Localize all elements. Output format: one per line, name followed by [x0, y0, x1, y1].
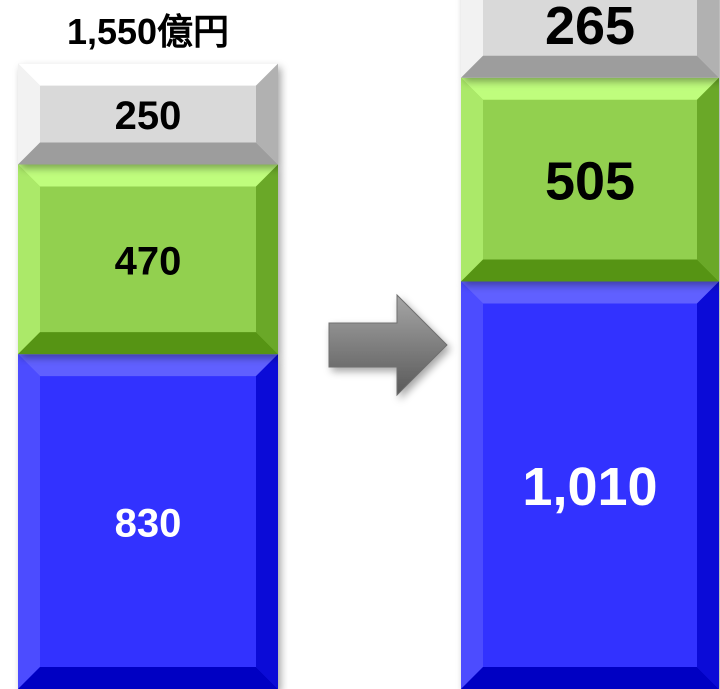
bar-segment-0-2 — [18, 63, 278, 165]
bar-total-label: 1,550億円 — [67, 11, 229, 52]
bar-segment-1-2 — [461, 0, 719, 78]
bar-segment-1-1 — [461, 77, 719, 282]
bar-value-label: 1,010 — [522, 457, 657, 517]
right-arrow-icon — [328, 293, 448, 397]
bar-value-label: 505 — [545, 152, 635, 212]
bar-value-label: 830 — [115, 502, 182, 546]
bar-segment-0-0 — [18, 354, 278, 689]
bar-segment-1-0 — [461, 281, 719, 689]
bar-value-label: 470 — [115, 239, 182, 283]
bar-value-label: 250 — [115, 94, 182, 138]
bar-value-label: 265 — [545, 0, 635, 56]
bar-segment-0-1 — [18, 164, 278, 355]
